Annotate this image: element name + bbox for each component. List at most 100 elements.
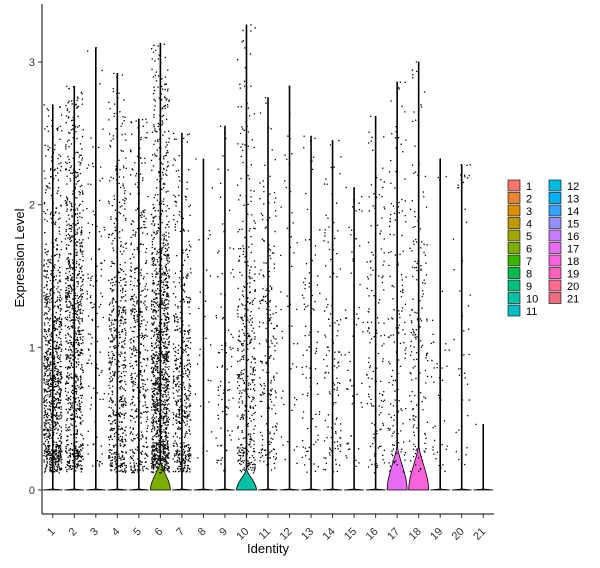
data-point <box>69 268 71 270</box>
data-point <box>89 408 91 410</box>
data-point <box>48 454 50 456</box>
data-point <box>120 150 123 152</box>
data-point <box>155 368 157 370</box>
data-point <box>80 449 83 451</box>
data-point <box>79 312 81 315</box>
data-point <box>156 297 158 299</box>
data-point <box>161 458 163 460</box>
data-point <box>43 455 45 457</box>
data-point <box>187 340 189 342</box>
data-point <box>57 260 59 262</box>
data-point <box>81 465 83 467</box>
data-point <box>82 353 84 355</box>
data-point <box>141 334 143 336</box>
data-point <box>157 383 159 385</box>
data-point <box>66 451 68 454</box>
data-point <box>58 450 60 452</box>
data-point <box>182 336 185 339</box>
data-point <box>154 154 157 157</box>
data-point <box>223 231 225 233</box>
data-point <box>79 464 81 466</box>
data-point <box>147 425 149 427</box>
data-point <box>69 367 71 369</box>
data-point <box>45 451 47 453</box>
data-point <box>67 411 69 413</box>
data-point <box>180 320 183 322</box>
data-point <box>49 169 52 171</box>
data-point <box>154 263 156 266</box>
data-point <box>71 448 73 451</box>
data-point <box>142 358 144 360</box>
data-point <box>78 316 80 318</box>
data-point <box>188 429 190 431</box>
data-point <box>44 470 47 472</box>
data-point <box>67 285 69 287</box>
data-point <box>76 430 78 432</box>
data-point <box>51 398 54 400</box>
data-point <box>46 352 48 355</box>
data-point <box>74 269 76 271</box>
data-point <box>122 246 124 248</box>
data-point <box>158 388 160 391</box>
data-point <box>66 418 69 420</box>
data-point <box>51 379 53 382</box>
data-point <box>152 471 154 474</box>
data-point <box>144 401 146 403</box>
data-point <box>177 375 179 377</box>
data-point <box>166 354 168 357</box>
data-point <box>186 432 188 435</box>
data-point <box>151 243 154 246</box>
data-point <box>165 363 167 365</box>
data-point <box>154 301 156 303</box>
data-point <box>77 456 79 458</box>
data-point <box>70 302 72 304</box>
violin-group-4 <box>107 72 128 491</box>
data-point <box>164 327 166 330</box>
data-point <box>156 444 158 446</box>
data-point <box>157 357 159 359</box>
data-point <box>136 364 138 366</box>
data-point <box>111 464 113 466</box>
data-point <box>156 232 158 234</box>
data-point <box>142 468 144 470</box>
data-point <box>166 205 168 207</box>
data-point <box>184 464 186 467</box>
data-point <box>82 284 84 286</box>
data-point <box>151 467 153 469</box>
data-point <box>50 288 53 290</box>
data-point <box>53 421 56 423</box>
data-point <box>69 225 71 227</box>
data-point <box>165 421 167 424</box>
data-point <box>72 462 74 464</box>
data-point <box>57 467 59 469</box>
data-point <box>74 313 77 315</box>
data-point <box>80 305 83 307</box>
data-point <box>154 427 156 430</box>
data-point <box>114 435 116 438</box>
data-point <box>145 217 147 220</box>
data-point <box>45 420 47 422</box>
data-point <box>152 466 154 468</box>
data-point <box>72 124 74 126</box>
data-point <box>60 389 62 391</box>
data-point <box>118 342 121 344</box>
data-point <box>75 437 77 439</box>
data-point <box>52 347 54 349</box>
data-point <box>53 214 55 216</box>
data-point <box>163 203 165 205</box>
data-point <box>130 121 132 123</box>
data-point <box>77 358 79 360</box>
data-point <box>120 445 122 447</box>
data-point <box>44 212 47 215</box>
data-point <box>55 211 57 213</box>
data-point <box>52 111 54 113</box>
data-point <box>58 226 60 229</box>
data-point <box>48 328 50 331</box>
data-point <box>43 459 45 461</box>
data-point <box>157 443 159 445</box>
data-point <box>48 448 50 450</box>
data-point <box>60 205 62 207</box>
data-point <box>73 134 75 137</box>
data-point <box>52 389 54 391</box>
data-point <box>152 427 154 429</box>
